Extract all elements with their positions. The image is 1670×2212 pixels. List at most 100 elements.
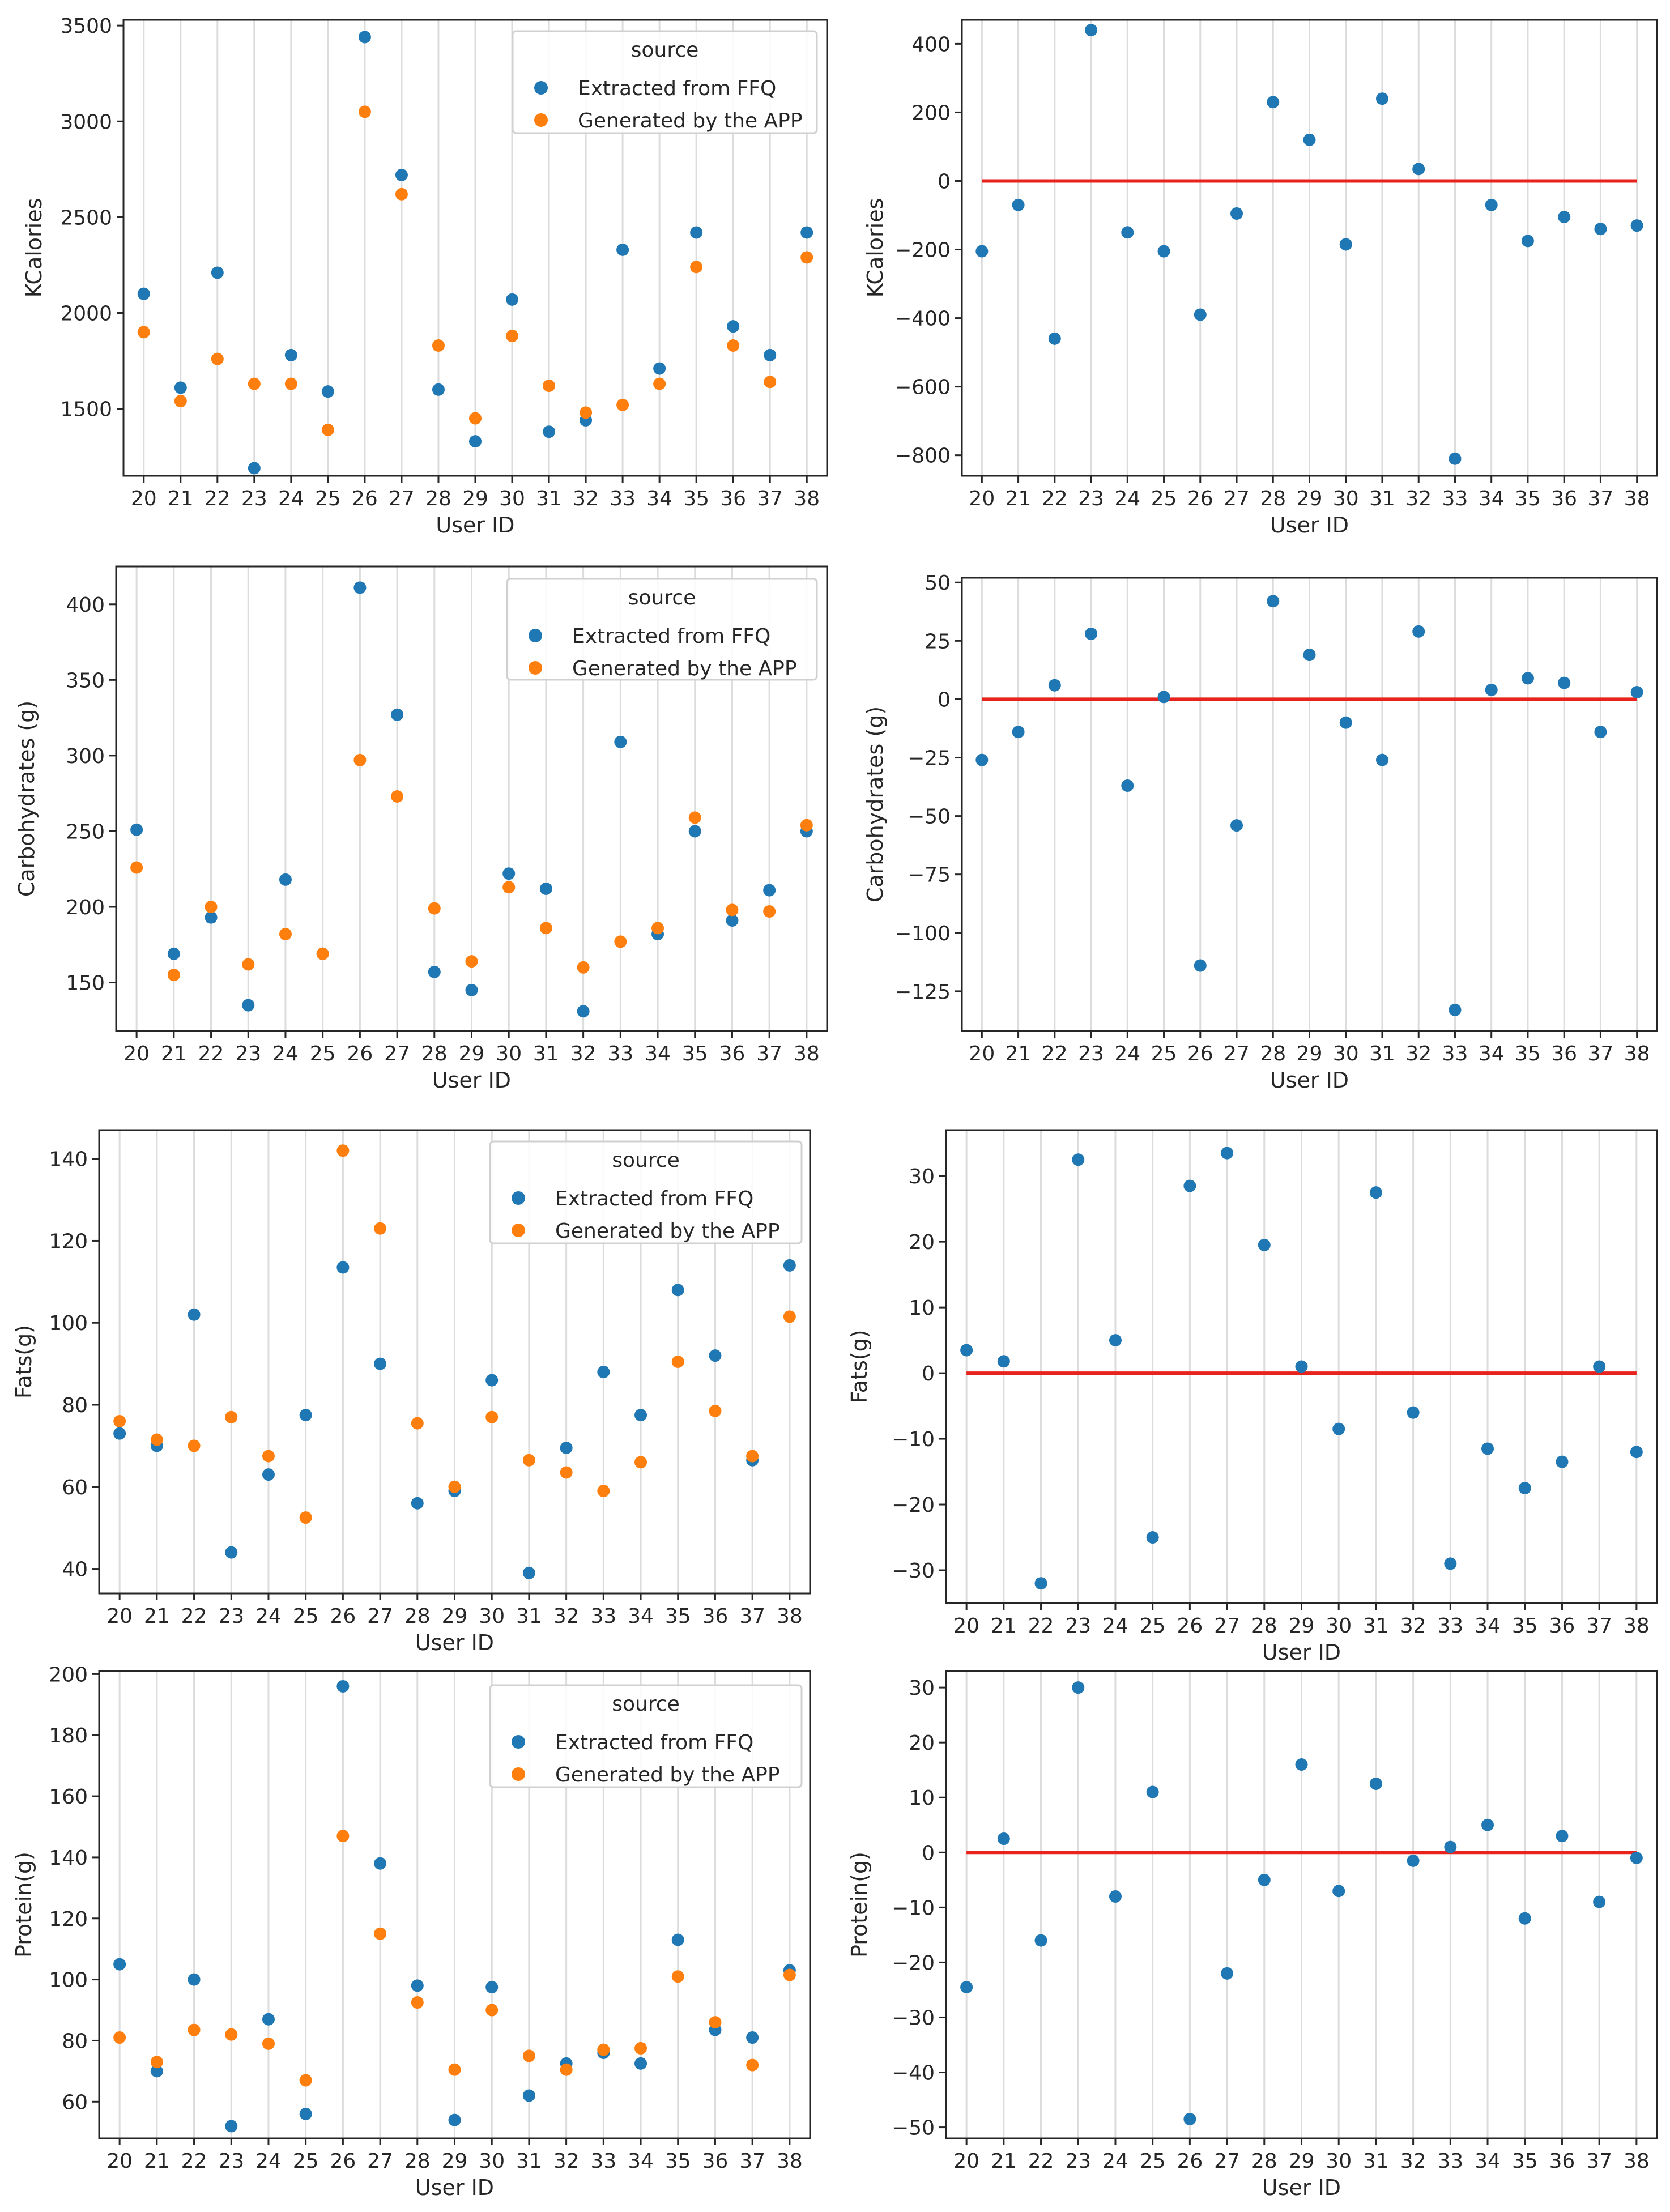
y-tick-label: −30 [892,1559,935,1583]
data-point [783,1968,796,1981]
data-point [1407,1854,1420,1867]
x-tick-label: 37 [756,1042,782,1065]
y-tick-label: 0 [922,1362,935,1386]
data-point [1072,1153,1085,1166]
legend-marker [512,1191,525,1205]
data-point [242,999,255,1012]
x-tick-label: 22 [181,2150,207,2173]
data-point [336,1144,350,1157]
data-point [975,753,989,766]
data-point [262,2037,275,2050]
data-point [174,395,187,408]
y-tick-label: 100 [49,1312,88,1335]
x-tick-label: 36 [719,1042,745,1065]
data-point [671,1933,684,1946]
y-tick-label: −10 [892,1896,935,1920]
x-tick-label: 21 [1006,1042,1032,1065]
y-tick-label: 1500 [60,398,112,421]
x-tick-label: 21 [991,1614,1017,1638]
data-point [1012,198,1025,211]
x-axis-label: User ID [1270,513,1349,538]
legend-entry: Extracted from FFQ [555,1731,753,1754]
x-tick-label: 28 [404,1605,431,1628]
legend-marker [529,629,542,642]
x-tick-label: 22 [1042,487,1068,510]
x-tick-label: 35 [1515,1042,1541,1065]
x-tick-label: 36 [720,487,746,510]
data-point [374,1857,387,1870]
data-point [374,1927,387,1940]
legend-box [506,578,818,681]
data-point [411,1497,424,1510]
x-axis-label: User ID [415,1630,494,1655]
x-tick-label: 29 [462,487,488,510]
y-tick-label: 100 [49,1969,88,1992]
data-point [1375,753,1388,766]
x-tick-label: 30 [1333,1042,1359,1065]
y-tick-label: −10 [892,1428,935,1451]
x-tick-label: 33 [610,487,636,510]
data-point [284,377,297,390]
data-point [1369,1777,1382,1790]
data-point [1594,726,1607,739]
y-tick-label: 20 [909,1732,935,1755]
y-tick-label: −125 [894,981,951,1004]
legend-marker [512,1735,525,1749]
data-point [671,1970,684,1983]
data-point [299,1511,312,1524]
x-tick-label: 28 [1251,1614,1277,1638]
protein-diff-panel: 20 21 22 23 24 25 26 27 28 29 30 31 32 33 34 35 36 37 38 −5… [847,1670,1658,2200]
x-tick-label: 33 [1437,2150,1463,2173]
data-point [205,911,218,924]
x-tick-label: 27 [1224,1042,1250,1065]
data-point [1230,819,1243,832]
data-point [690,226,703,239]
data-point [150,1433,163,1446]
data-point [262,2013,275,2026]
y-tick-label: −40 [892,2062,935,2085]
data-point [800,819,813,832]
x-tick-label: 29 [1289,1614,1315,1638]
x-tick-label: 25 [1151,487,1177,510]
y-tick-label: 2500 [60,206,112,229]
data-point [616,398,629,411]
data-point [763,905,776,918]
x-tick-label: 37 [757,487,783,510]
data-point [225,1546,238,1559]
data-point [997,1355,1010,1368]
y-tick-label: 60 [62,2091,88,2114]
y-tick-label: 40 [62,1558,88,1582]
data-point [653,377,666,390]
data-point [353,753,367,766]
x-tick-label: 38 [777,1605,803,1628]
legend-marker [512,1767,525,1781]
data-point [634,2057,647,2070]
data-point [411,1996,424,2009]
data-point [1481,1442,1494,1455]
data-point [284,348,297,361]
data-point [783,1310,796,1323]
x-tick-label: 33 [590,2150,616,2173]
x-tick-label: 23 [1078,487,1104,510]
data-point [727,339,740,352]
x-tick-label: 29 [459,1042,485,1065]
y-axis-label: KCalories [22,198,46,298]
x-tick-label: 38 [1624,487,1650,510]
data-point [1449,1003,1462,1016]
x-tick-label: 37 [1588,1042,1614,1065]
data-point [113,1958,126,1971]
x-tick-label: 35 [682,1042,708,1065]
x-tick-label: 34 [645,1042,671,1065]
data-point [1630,219,1643,232]
data-point [506,330,519,343]
x-tick-label: 30 [496,1042,522,1065]
y-tick-label: 200 [66,896,105,919]
x-tick-label: 38 [777,2150,803,2173]
x-tick-label: 38 [1624,1614,1650,1638]
y-tick-label: 80 [62,1394,88,1417]
y-tick-label: 10 [909,1297,935,1320]
x-tick-label: 24 [278,487,304,510]
data-point [1258,1238,1271,1251]
x-tick-label: 32 [570,1042,597,1065]
x-tick-label: 29 [1289,2150,1315,2173]
